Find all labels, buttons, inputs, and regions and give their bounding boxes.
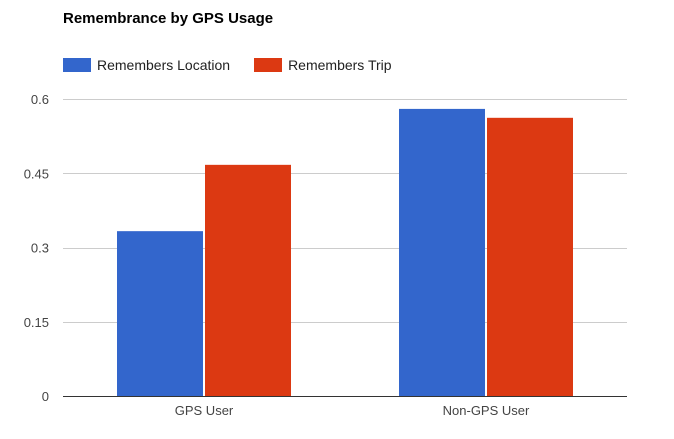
y-tick-label: 0.3 <box>31 241 49 256</box>
axes: 0 0.15 0.3 0.45 0.6 GPS User Non-GPS User <box>24 92 627 418</box>
legend-item-remembers-location[interactable]: Remembers Location <box>63 57 230 73</box>
y-tick-label: 0 <box>42 389 49 404</box>
bars <box>117 108 573 397</box>
chart-title: Remembrance by GPS Usage <box>63 10 274 27</box>
y-tick-label: 0.45 <box>24 166 49 181</box>
x-tick-label: Non-GPS User <box>443 403 530 418</box>
legend-swatch-remembers-trip <box>254 58 283 72</box>
x-tick-label: GPS User <box>175 403 234 418</box>
legend-swatch-remembers-location <box>63 58 91 72</box>
legend-label-remembers-trip: Remembers Trip <box>288 57 392 73</box>
bar-remembers-trip-non-gps-user[interactable] <box>487 117 573 396</box>
legend-item-remembers-trip[interactable]: Remembers Trip <box>254 57 392 73</box>
legend-label-remembers-location: Remembers Location <box>97 57 231 73</box>
bar-remembers-location-non-gps-user[interactable] <box>399 108 485 397</box>
legend: Remembers Location Remembers Trip <box>63 57 416 73</box>
bar-remembers-location-gps-user[interactable] <box>117 231 203 396</box>
y-tick-label: 0.15 <box>24 315 49 330</box>
y-tick-label: 0.6 <box>31 92 49 107</box>
bar-remembers-trip-gps-user[interactable] <box>205 164 291 396</box>
